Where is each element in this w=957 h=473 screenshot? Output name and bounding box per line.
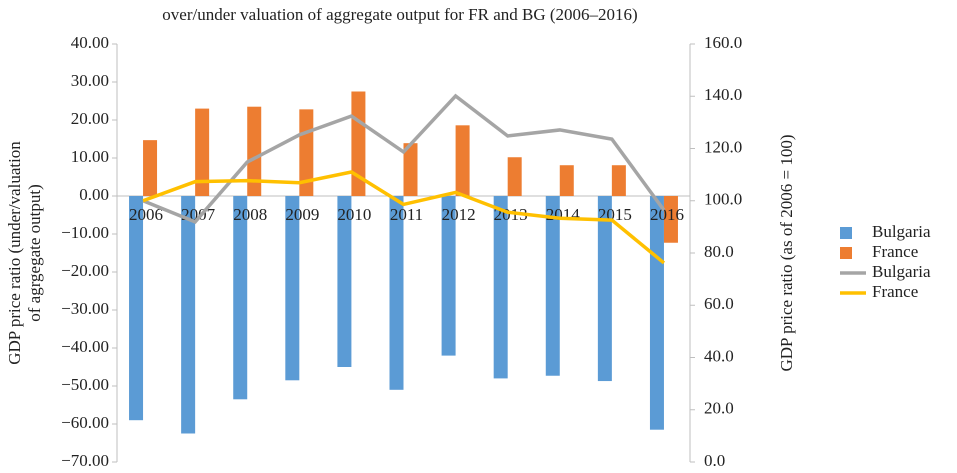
y-tick-label: 20.00 — [71, 109, 109, 128]
y2-tick-label: 80.0 — [704, 242, 734, 261]
y-tick-label: −10.00 — [61, 223, 109, 242]
x-tick-label: 2008 — [233, 205, 267, 224]
bar — [129, 196, 144, 421]
bar — [195, 108, 210, 196]
y2-tick-label: 40.0 — [704, 346, 734, 365]
bar — [143, 140, 158, 196]
x-tick-label: 2016 — [650, 205, 684, 224]
y-tick-label: −70.00 — [61, 451, 109, 470]
y2-tick-label: 60.0 — [704, 294, 734, 313]
x-tick-label: 2010 — [337, 205, 371, 224]
y-tick-label: −60.00 — [61, 413, 109, 432]
bar — [181, 196, 196, 434]
y-tick-label: −30.00 — [61, 299, 109, 318]
bar — [611, 165, 626, 196]
y2-tick-label: 160.0 — [704, 33, 742, 52]
x-tick-label: 2007 — [181, 205, 216, 224]
y-axis-label: of agrgegate output) — [25, 184, 44, 322]
x-tick-label: 2009 — [285, 205, 319, 224]
y-tick-label: −50.00 — [61, 375, 109, 394]
y2-tick-label: 140.0 — [704, 85, 742, 104]
line — [142, 170, 666, 265]
bar — [285, 196, 300, 381]
x-tick-label: 2012 — [442, 205, 476, 224]
y2-tick-label: 100.0 — [704, 190, 742, 209]
x-tick-label: 2006 — [129, 205, 163, 224]
chart-title: over/under valuation of aggregate output… — [162, 5, 637, 24]
bar — [403, 143, 418, 196]
y-axis-label: GDP price ratio (under/valuation — [5, 141, 24, 365]
y-tick-label: 10.00 — [71, 147, 109, 166]
legend-label: Bulgaria — [872, 262, 931, 281]
y-tick-label: 30.00 — [71, 71, 109, 90]
legend-swatch — [840, 247, 852, 259]
bar — [337, 196, 352, 367]
bar — [507, 157, 522, 196]
legend-label: France — [872, 242, 918, 261]
y2-tick-label: 120.0 — [704, 137, 742, 156]
bar — [597, 196, 612, 382]
bar — [441, 196, 456, 356]
legend-label: France — [872, 282, 918, 301]
legend-label: Bulgaria — [872, 222, 931, 241]
bar — [663, 196, 678, 243]
y2-tick-label: 0.0 — [704, 451, 725, 470]
bar — [493, 196, 508, 379]
y-tick-label: 40.00 — [71, 33, 109, 52]
x-tick-label: 2011 — [390, 205, 423, 224]
bar — [233, 196, 248, 400]
y-tick-label: 0.00 — [79, 185, 109, 204]
bar — [247, 106, 262, 196]
legend-swatch — [840, 227, 852, 239]
x-tick-label: 2014 — [546, 205, 581, 224]
y2-axis-label: GDP price ratio (as of 2006 = 100) — [777, 135, 796, 372]
bar — [455, 125, 470, 196]
y-tick-label: −40.00 — [61, 337, 109, 356]
y-tick-label: −20.00 — [61, 261, 109, 280]
y2-tick-label: 20.0 — [704, 399, 734, 418]
bar — [389, 196, 404, 390]
bar — [649, 196, 664, 430]
bar — [545, 196, 560, 376]
bar — [559, 165, 574, 196]
